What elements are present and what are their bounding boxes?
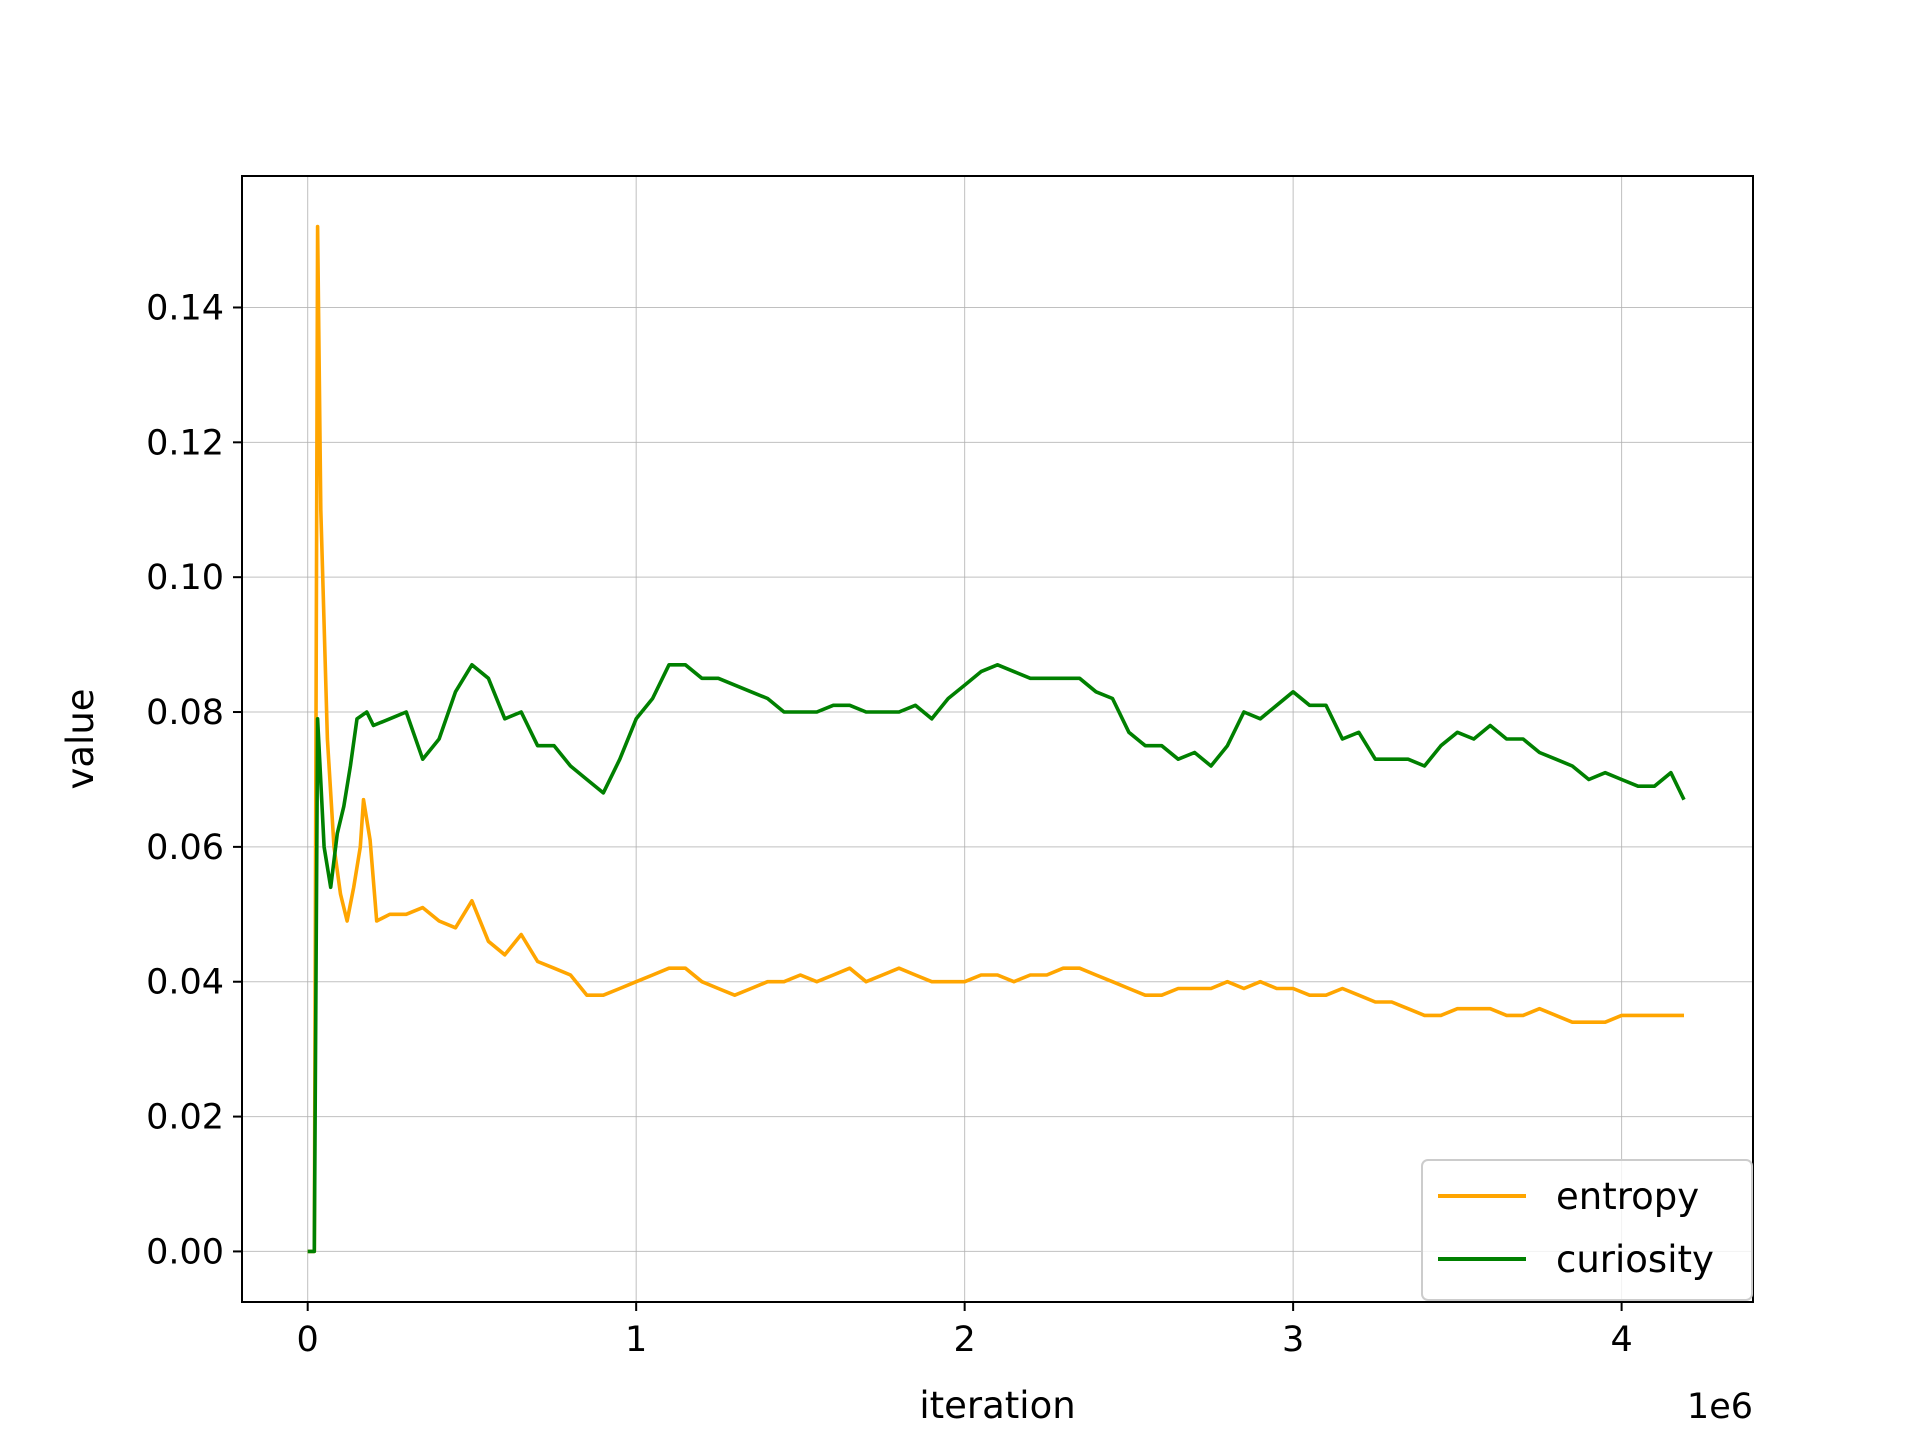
plot-frame: [241, 175, 1754, 1303]
x-tick-label: 2: [954, 1320, 976, 1360]
y-tick-label: 0.14: [146, 288, 224, 328]
y-tick-label: 0.10: [146, 558, 224, 598]
y-tick-label: 0.12: [146, 423, 224, 463]
series-line-entropy: [307, 224, 1684, 1254]
grid: [242, 176, 1753, 1302]
y-tick-label: 0.06: [146, 828, 224, 868]
x-axis-title: iteration: [919, 1384, 1075, 1427]
y-axis-title: value: [59, 688, 102, 789]
x-axis-ticks: 0 1 2 3 4: [297, 1302, 1633, 1360]
x-tick-label: 0: [297, 1320, 319, 1360]
x-axis-offset-label: 1e6: [1687, 1387, 1753, 1427]
y-tick-label: 0.08: [146, 693, 224, 733]
legend-label-entropy: entropy: [1556, 1175, 1699, 1218]
y-tick-label: 0.04: [146, 963, 224, 1003]
y-tick-label: 0.00: [146, 1232, 224, 1272]
legend: entropy curiosity: [1421, 1159, 1753, 1301]
legend-label-curiosity: curiosity: [1556, 1238, 1714, 1281]
y-axis-ticks: 0.00 0.02 0.04 0.06 0.08 0.10 0.12 0.14: [146, 288, 242, 1272]
series-line-curiosity: [307, 663, 1686, 1254]
x-tick-label: 1: [625, 1320, 647, 1360]
series-lines: [307, 224, 1686, 1254]
x-tick-label: 3: [1282, 1320, 1304, 1360]
x-tick-label: 4: [1610, 1320, 1632, 1360]
y-tick-label: 0.02: [146, 1098, 224, 1138]
